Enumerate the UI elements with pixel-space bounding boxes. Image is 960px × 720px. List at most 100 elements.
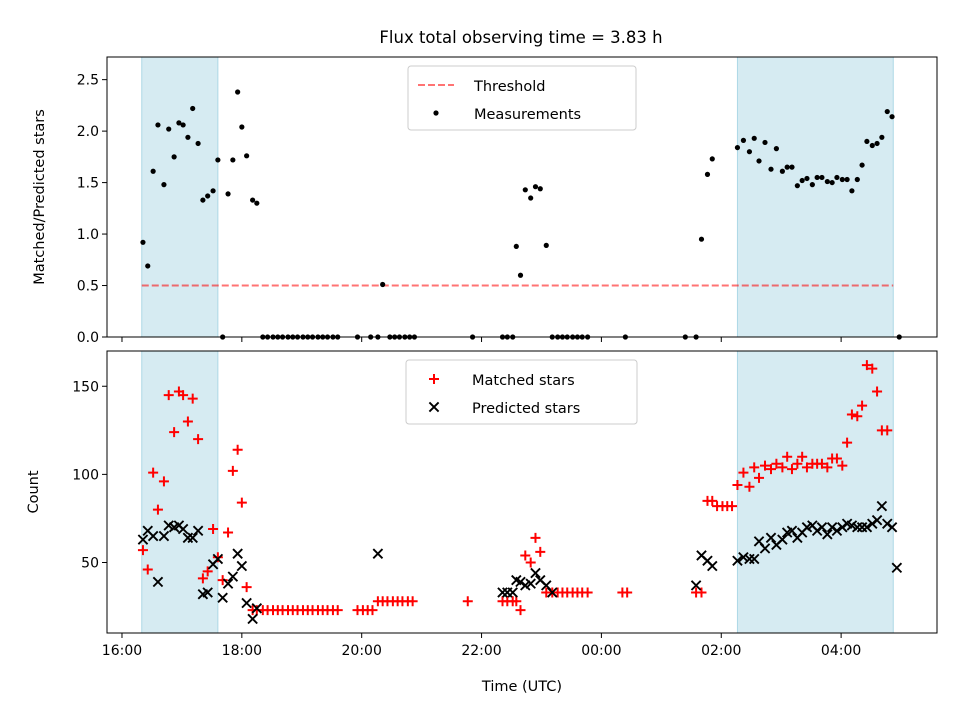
matched-star-point xyxy=(178,390,189,401)
matched-star-point xyxy=(727,501,738,512)
measurement-point xyxy=(829,179,835,186)
shaded-span-1 xyxy=(736,350,894,634)
predicted-star-point xyxy=(497,587,508,598)
x-tick-label: 20:00 xyxy=(342,643,382,659)
measurement-point xyxy=(205,193,211,199)
predicted-star-point xyxy=(251,603,263,614)
predicted-star-point xyxy=(137,534,149,545)
matched-star-point xyxy=(831,453,842,464)
y-tick-label: 50 xyxy=(81,556,99,572)
measurement-point xyxy=(779,168,785,174)
matched-star-point xyxy=(696,587,707,598)
matched-star-point xyxy=(241,582,252,593)
matched-star-point xyxy=(367,605,378,616)
measurement-point xyxy=(768,166,774,172)
legend-label: Threshold xyxy=(473,79,545,95)
matched-star-point xyxy=(777,462,788,473)
predicted-star-point xyxy=(786,525,798,537)
y-tick-label: 1.5 xyxy=(77,176,99,192)
measurement-point xyxy=(244,153,250,159)
y-tick-label: 0.0 xyxy=(77,330,99,346)
measurement-point xyxy=(844,176,850,183)
predicted-star-point xyxy=(241,597,252,609)
legend-label: Matched stars xyxy=(472,373,575,389)
y-tick-label: 2.0 xyxy=(77,124,99,140)
matched-star-point xyxy=(782,451,793,462)
legend-matched-swatch xyxy=(429,374,439,384)
matched-star-point xyxy=(771,458,782,469)
matched-star-point xyxy=(857,400,868,411)
measurement-point xyxy=(517,272,524,278)
predicted-star-point xyxy=(748,553,760,565)
measurement-point xyxy=(543,242,549,248)
measurement-point xyxy=(824,178,830,185)
predicted-star-point xyxy=(232,548,243,559)
measurement-point xyxy=(773,146,779,152)
measurement-point xyxy=(235,89,241,95)
predicted-star-point xyxy=(222,578,234,589)
measurement-point xyxy=(809,182,815,188)
measurement-point xyxy=(889,114,895,120)
matched-star-point xyxy=(846,409,857,420)
measurement-point xyxy=(756,158,762,164)
measurement-point xyxy=(380,281,386,288)
predicted-star-point xyxy=(876,500,888,512)
predicted-star-point xyxy=(861,521,873,533)
legend: Matched stars Predicted stars xyxy=(405,359,638,425)
matched-star-point xyxy=(148,467,159,478)
matched-star-point xyxy=(197,573,208,584)
predicted-star-point xyxy=(759,543,771,554)
plot-frame xyxy=(106,56,938,338)
legend: Threshold Measurements xyxy=(407,65,637,131)
measurement-point xyxy=(254,200,260,206)
matched-star-point xyxy=(882,425,893,436)
measurement-point xyxy=(864,138,870,145)
predicted-star-point xyxy=(822,529,833,540)
y-axis-label: Matched/Predicted stars xyxy=(32,109,48,285)
predicted-star-point xyxy=(886,521,898,533)
matched-star-point xyxy=(530,532,541,543)
measurement-point xyxy=(250,197,256,203)
predicted-star-point xyxy=(372,548,384,559)
predicted-star-point xyxy=(530,567,541,579)
measurement-point xyxy=(522,187,528,193)
matched-star-point xyxy=(182,416,193,427)
measurement-point xyxy=(740,137,747,143)
measurement-point xyxy=(200,197,206,203)
predicted-star-point xyxy=(152,576,164,588)
matched-star-point xyxy=(837,460,848,471)
y-axis-label: Count xyxy=(26,470,42,513)
predicted-star-point xyxy=(831,525,843,537)
matched-star-point xyxy=(738,467,749,478)
predicted-star-point xyxy=(507,587,518,598)
matched-star-point xyxy=(582,587,593,598)
plot-frame xyxy=(106,350,938,634)
predicted-star-point xyxy=(732,555,743,567)
matched-star-point xyxy=(842,437,853,448)
predicted-star-point xyxy=(765,532,777,544)
matched-star-point xyxy=(332,605,343,616)
measurement-point xyxy=(814,174,820,181)
matched-star-point xyxy=(232,444,243,455)
predicted-star-point xyxy=(217,592,228,604)
measurement-point xyxy=(171,154,177,160)
matched-star-point xyxy=(163,390,174,401)
measurement-point xyxy=(140,239,146,245)
count-subplot: 50 100 150 16:00 18:00 20:00 22:00 00:00 02:00 04… xyxy=(26,350,938,695)
matched-star-point xyxy=(707,495,718,506)
matched-star-point xyxy=(766,464,776,475)
matched-star-point xyxy=(520,550,531,561)
x-axis-label: Time (UTC) xyxy=(481,679,562,695)
predicted-star-point xyxy=(738,551,749,563)
measurement-point xyxy=(879,134,885,140)
measurement-point xyxy=(532,184,539,190)
measurement-point xyxy=(230,157,236,163)
matched-star-point xyxy=(236,497,247,508)
matched-star-point xyxy=(749,462,760,473)
measurement-point xyxy=(819,174,825,181)
y-tick-label: 1.0 xyxy=(77,227,99,243)
matched-star-point xyxy=(816,458,827,469)
matched-star-point xyxy=(142,564,153,575)
measurement-point xyxy=(839,176,845,183)
predicted-star-point xyxy=(192,525,204,537)
